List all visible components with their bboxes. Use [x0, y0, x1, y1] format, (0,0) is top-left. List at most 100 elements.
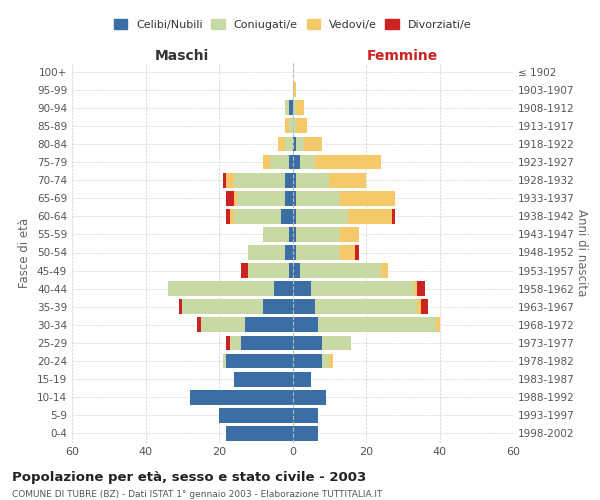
Bar — [296, 209, 347, 224]
Bar — [300, 154, 314, 170]
Bar — [296, 245, 340, 260]
Bar — [248, 263, 289, 278]
Bar — [285, 191, 293, 206]
Bar — [190, 390, 293, 404]
Bar — [293, 282, 311, 296]
Bar — [230, 209, 234, 224]
Bar — [322, 336, 351, 350]
Bar — [314, 154, 381, 170]
Text: Femmine: Femmine — [367, 48, 439, 62]
Bar — [223, 354, 226, 368]
Bar — [293, 100, 296, 115]
Bar — [296, 227, 340, 242]
Bar — [293, 227, 296, 242]
Bar — [329, 172, 366, 188]
Bar — [355, 245, 359, 260]
Bar — [226, 336, 230, 350]
Bar — [234, 172, 285, 188]
Bar — [293, 318, 318, 332]
Bar — [293, 209, 296, 224]
Bar — [248, 245, 285, 260]
Bar — [289, 118, 293, 134]
Bar — [289, 154, 293, 170]
Text: Popolazione per età, sesso e stato civile - 2003: Popolazione per età, sesso e stato civil… — [12, 472, 366, 484]
Bar — [219, 408, 293, 423]
Bar — [241, 336, 293, 350]
Bar — [234, 209, 281, 224]
Bar — [245, 318, 293, 332]
Bar — [263, 154, 271, 170]
Bar — [293, 372, 311, 386]
Bar — [285, 172, 293, 188]
Bar — [322, 354, 329, 368]
Bar — [200, 318, 245, 332]
Bar — [285, 245, 293, 260]
Bar — [285, 100, 289, 115]
Bar — [238, 191, 285, 206]
Bar — [293, 154, 300, 170]
Bar — [230, 336, 241, 350]
Bar — [293, 136, 296, 152]
Bar — [296, 136, 304, 152]
Bar — [421, 300, 428, 314]
Bar — [293, 118, 296, 134]
Bar — [226, 354, 293, 368]
Bar — [293, 336, 322, 350]
Bar — [226, 172, 234, 188]
Bar — [314, 300, 418, 314]
Bar — [293, 426, 318, 441]
Bar — [293, 82, 296, 97]
Legend: Celibi/Nubili, Coniugati/e, Vedovi/e, Divorziati/e: Celibi/Nubili, Coniugati/e, Vedovi/e, Di… — [109, 15, 476, 34]
Bar — [347, 209, 392, 224]
Bar — [281, 209, 293, 224]
Bar — [263, 227, 289, 242]
Bar — [293, 191, 296, 206]
Bar — [293, 408, 318, 423]
Text: COMUNE DI TUBRE (BZ) - Dati ISTAT 1° gennaio 2003 - Elaborazione TUTTITALIA.IT: COMUNE DI TUBRE (BZ) - Dati ISTAT 1° gen… — [12, 490, 382, 499]
Bar — [226, 426, 293, 441]
Bar — [223, 172, 226, 188]
Bar — [318, 318, 436, 332]
Bar — [293, 245, 296, 260]
Bar — [296, 191, 340, 206]
Bar — [436, 318, 439, 332]
Bar — [285, 118, 289, 134]
Bar — [182, 300, 263, 314]
Bar — [263, 300, 293, 314]
Bar — [340, 191, 395, 206]
Bar — [414, 282, 418, 296]
Bar — [234, 372, 293, 386]
Bar — [293, 263, 300, 278]
Bar — [300, 263, 381, 278]
Bar — [271, 154, 289, 170]
Y-axis label: Fasce di età: Fasce di età — [19, 218, 31, 288]
Bar — [311, 282, 414, 296]
Bar — [167, 282, 274, 296]
Bar — [293, 354, 322, 368]
Bar — [197, 318, 200, 332]
Bar — [392, 209, 395, 224]
Bar — [289, 263, 293, 278]
Bar — [241, 263, 248, 278]
Bar — [340, 245, 355, 260]
Bar — [304, 136, 322, 152]
Bar — [293, 172, 296, 188]
Bar — [293, 300, 314, 314]
Bar — [418, 300, 421, 314]
Bar — [274, 282, 293, 296]
Bar — [340, 227, 359, 242]
Text: Maschi: Maschi — [155, 48, 209, 62]
Bar — [289, 227, 293, 242]
Bar — [329, 354, 333, 368]
Bar — [418, 282, 425, 296]
Bar — [234, 191, 238, 206]
Bar — [381, 263, 388, 278]
Bar — [285, 136, 293, 152]
Bar — [226, 191, 234, 206]
Y-axis label: Anni di nascita: Anni di nascita — [575, 209, 589, 296]
Bar — [296, 118, 307, 134]
Bar — [296, 172, 329, 188]
Bar — [296, 100, 304, 115]
Bar — [179, 300, 182, 314]
Bar — [226, 209, 230, 224]
